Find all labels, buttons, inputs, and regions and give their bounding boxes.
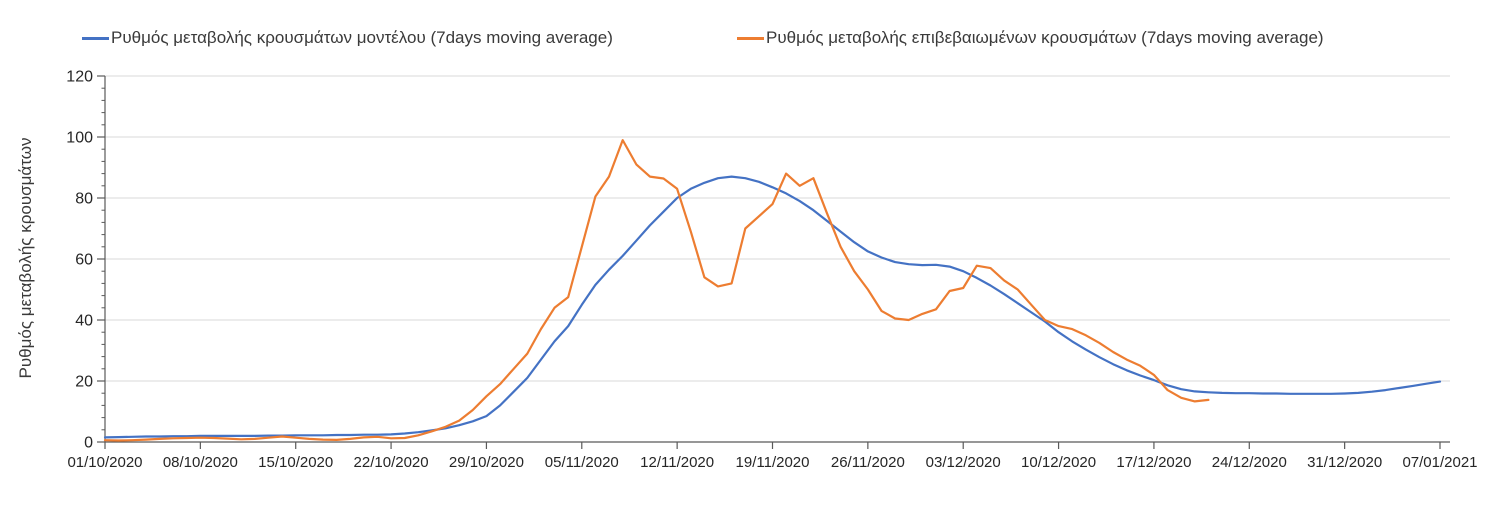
legend-label-confirmed: Ρυθμός μεταβολής επιβεβαιωμένων κρουσμάτ… [766,28,1324,47]
y-tick-label: 0 [84,435,93,452]
x-tick-label: 17/12/2020 [1116,454,1191,471]
legend-item-confirmed: Ρυθμός μεταβολής επιβεβαιωμένων κρουσμάτ… [737,28,1324,48]
x-tick-label: 29/10/2020 [449,454,524,471]
legend-item-model: Ρυθμός μεταβολής κρουσμάτων μοντέλου (7d… [82,28,613,48]
x-tick-label: 15/10/2020 [258,454,333,471]
x-tick-label: 01/10/2020 [67,454,142,471]
x-tick-label: 31/12/2020 [1307,454,1382,471]
y-tick-label: 60 [75,252,93,269]
y-tick-label: 20 [75,374,93,391]
x-tick-label: 05/11/2020 [545,454,619,471]
x-tick-label: 08/10/2020 [163,454,238,471]
x-tick-label: 03/12/2020 [926,454,1001,471]
x-tick-label: 26/11/2020 [831,454,905,471]
y-tick-label: 80 [75,191,93,208]
x-tick-label: 24/12/2020 [1212,454,1287,471]
confirmed-series-line-swatch [737,36,764,40]
y-tick-label: 120 [66,69,93,86]
y-tick-label: 40 [75,313,93,330]
model-series-line [103,175,1442,439]
x-tick-label: 19/11/2020 [736,454,810,471]
y-tick-label: 100 [66,130,93,147]
legend-label-model: Ρυθμός μεταβολής κρουσμάτων μοντέλου (7d… [111,28,613,47]
confirmed-series-line [103,139,1210,442]
x-tick-label: 12/11/2020 [640,454,714,471]
x-tick-label: 07/01/2021 [1402,454,1477,471]
model-series-line-swatch [82,36,109,40]
x-tick-label: 10/12/2020 [1021,454,1096,471]
x-tick-label: 22/10/2020 [354,454,429,471]
